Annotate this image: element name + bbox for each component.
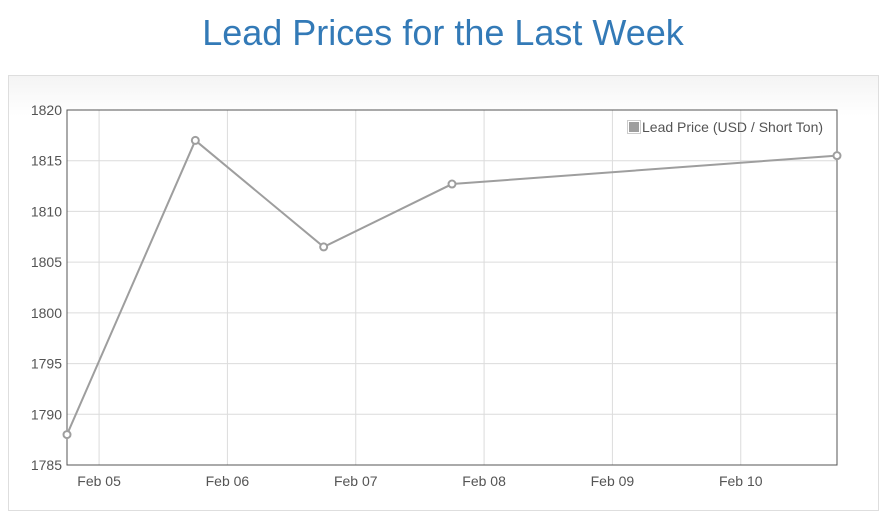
chart-legend: Lead Price (USD / Short Ton) xyxy=(627,119,823,135)
y-tick-label: 1820 xyxy=(31,102,62,118)
y-tick-label: 1805 xyxy=(31,254,62,270)
chart-panel: 1785 1790 1795 1800 1805 1810 1815 1820 Feb 05 Fe… xyxy=(8,75,879,511)
y-tick-label: 1815 xyxy=(31,153,62,169)
x-tick-label: Feb 07 xyxy=(334,473,378,489)
x-tick-label: Feb 10 xyxy=(719,473,763,489)
chart-grid xyxy=(67,110,837,465)
y-tick-label: 1790 xyxy=(31,406,62,422)
x-tick-label: Feb 06 xyxy=(206,473,250,489)
chart-series xyxy=(62,135,842,440)
plot-border xyxy=(66,109,838,466)
lead-price-chart: 1785 1790 1795 1800 1805 1810 1815 1820 Feb 05 Fe… xyxy=(31,102,842,489)
chart-axes: 1785 1790 1795 1800 1805 1810 1815 1820 Feb 05 Fe… xyxy=(31,102,838,489)
legend-swatch xyxy=(629,122,639,132)
data-point[interactable] xyxy=(319,242,329,252)
y-tick-label: 1795 xyxy=(31,356,62,372)
data-point[interactable] xyxy=(190,135,200,145)
data-point[interactable] xyxy=(62,430,72,440)
x-tick-label: Feb 05 xyxy=(77,473,121,489)
x-tick-label: Feb 08 xyxy=(462,473,506,489)
data-point[interactable] xyxy=(832,151,842,161)
legend-label: Lead Price (USD / Short Ton) xyxy=(642,119,823,135)
x-tick-label: Feb 09 xyxy=(591,473,635,489)
y-tick-label: 1810 xyxy=(31,203,62,219)
data-point[interactable] xyxy=(447,179,457,189)
y-tick-label: 1800 xyxy=(31,305,62,321)
page-title: Lead Prices for the Last Week xyxy=(202,12,684,53)
y-tick-label: 1785 xyxy=(31,457,62,473)
